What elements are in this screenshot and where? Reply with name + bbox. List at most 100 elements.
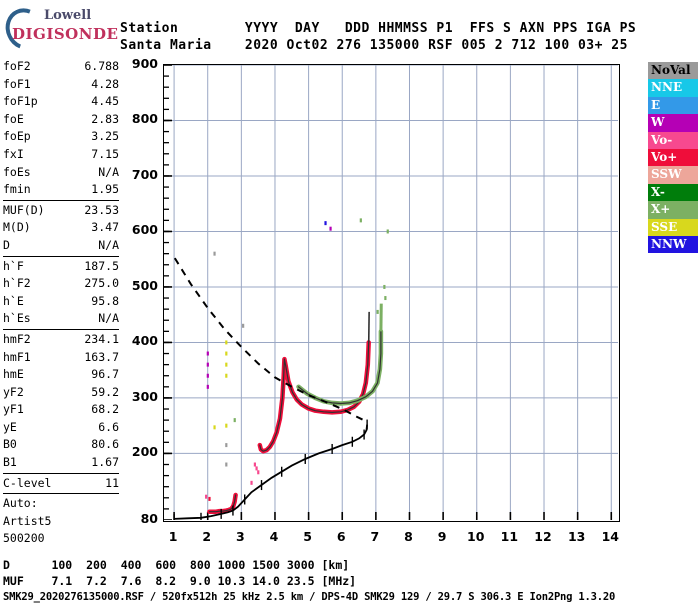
- param-value: 96.7: [91, 366, 119, 384]
- noise-echo-point: [234, 418, 236, 422]
- param-key: hmF2: [3, 331, 31, 349]
- ionogram-canvas: [164, 65, 618, 520]
- param-row: yE 6.6: [3, 419, 119, 437]
- param-key: yE: [3, 419, 17, 437]
- station-header-line2: Santa Maria 2020 Oct02 276 135000 RSF 00…: [120, 38, 628, 53]
- y-tick-label: 200: [132, 444, 158, 459]
- legend-item-noval[interactable]: NoVal: [648, 62, 698, 79]
- y-tick-label: 400: [132, 333, 158, 348]
- legend-item-w[interactable]: W: [648, 114, 698, 131]
- param-value: 95.8: [91, 293, 119, 311]
- param-key: D: [3, 237, 10, 255]
- y-tick-label: 80: [141, 511, 158, 526]
- param-key: foEp: [3, 128, 31, 146]
- noise-echo-point: [225, 374, 227, 378]
- noise-echo-point: [207, 374, 209, 378]
- x-tick-label: 3: [230, 529, 250, 544]
- footer-block: D 100 200 400 600 800 1000 1500 3000 [km…: [3, 558, 615, 606]
- param-value: 3.25: [91, 128, 119, 146]
- param-key: hmE: [3, 366, 24, 384]
- legend-item-vo[interactable]: Vo-: [648, 132, 698, 149]
- noise-echo-point: [242, 324, 244, 328]
- param-row: hmE 96.7: [3, 366, 119, 384]
- param-value: 2.83: [91, 111, 119, 129]
- x-tick-label: 11: [499, 529, 519, 544]
- param-key: foE: [3, 111, 24, 129]
- noise-echo-point: [250, 481, 252, 485]
- param-value: 6.6: [98, 419, 119, 437]
- legend-item-nnw[interactable]: NNW: [648, 236, 698, 253]
- param-separator: [3, 200, 119, 201]
- x-tick-label: 8: [398, 529, 418, 544]
- legend-item-x[interactable]: X+: [648, 201, 698, 218]
- y-tick-label: 300: [132, 389, 158, 404]
- x-tick-label: 4: [264, 529, 284, 544]
- x-tick-label: 9: [432, 529, 452, 544]
- param-value: N/A: [98, 237, 119, 255]
- x-tick-label: 5: [298, 529, 318, 544]
- x-tick-label: 14: [600, 529, 620, 544]
- noise-echo-point: [225, 340, 227, 344]
- legend-item-e[interactable]: E: [648, 97, 698, 114]
- param-note: Auto:: [3, 495, 119, 513]
- legend-item-vo[interactable]: Vo+: [648, 149, 698, 166]
- x-tick-label: 6: [331, 529, 351, 544]
- noise-echo-point: [225, 443, 227, 447]
- noise-echo-point: [254, 463, 256, 467]
- param-value: 11: [105, 475, 119, 493]
- logo-digisonde-text: DIGISONDE: [12, 25, 118, 43]
- param-key: foF2: [3, 58, 31, 76]
- param-row: D N/A: [3, 237, 119, 255]
- noise-echo-point: [207, 363, 209, 367]
- footer-file-info: SMK29_2020276135000.RSF / 520fx512h 25 k…: [3, 591, 615, 603]
- noise-echo-point: [257, 470, 259, 474]
- noise-echo-point: [207, 352, 209, 356]
- param-value: 3.47: [91, 219, 119, 237]
- noise-echo-point: [360, 218, 362, 222]
- param-value: 163.7: [84, 349, 119, 367]
- x-tick-label: 2: [197, 529, 217, 544]
- param-value: 234.1: [84, 331, 119, 349]
- noise-echo-point: [329, 227, 331, 231]
- legend-item-x[interactable]: X-: [648, 184, 698, 201]
- param-key: h`Es: [3, 310, 31, 328]
- series-muf-d-curve: [175, 258, 366, 421]
- param-key: fxI: [3, 146, 24, 164]
- legend-item-sse[interactable]: SSE: [648, 219, 698, 236]
- legend-item-nne[interactable]: NNE: [648, 79, 698, 96]
- logo-lowell-text: Lowell: [44, 8, 91, 23]
- param-row: M(D)3.47: [3, 219, 119, 237]
- param-key: foF1p: [3, 93, 38, 111]
- x-tick-label: 1: [163, 529, 183, 544]
- noise-echo-point: [213, 425, 215, 429]
- param-note: Artist5: [3, 513, 119, 531]
- param-key: C-level: [3, 475, 51, 493]
- param-key: B1: [3, 454, 17, 472]
- param-value: 6.788: [84, 58, 119, 76]
- param-key: foF1: [3, 76, 31, 94]
- ionogram-plot: [163, 64, 620, 522]
- station-header: Station YYYY DAY DDD HHMMSS P1 FFS S AXN…: [120, 20, 636, 54]
- noise-echo-point: [324, 221, 326, 225]
- param-value: 68.2: [91, 401, 119, 419]
- noise-echo-point: [225, 352, 227, 356]
- param-value: 187.5: [84, 258, 119, 276]
- x-tick-label: 12: [533, 529, 553, 544]
- param-row: foEp 3.25: [3, 128, 119, 146]
- legend-item-ssw[interactable]: SSW: [648, 166, 698, 183]
- param-row: C-level 11: [3, 475, 119, 493]
- param-value: 1.95: [91, 181, 119, 199]
